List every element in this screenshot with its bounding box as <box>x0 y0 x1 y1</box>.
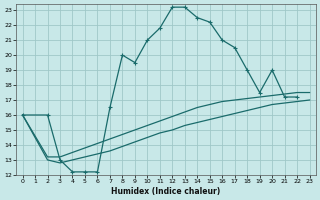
X-axis label: Humidex (Indice chaleur): Humidex (Indice chaleur) <box>111 187 221 196</box>
